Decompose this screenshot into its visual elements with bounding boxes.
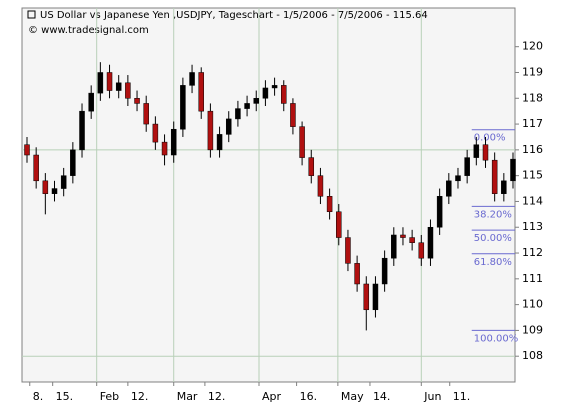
candle-body	[253, 98, 259, 104]
candle-body	[125, 82, 131, 99]
fib-label: 38.20%	[474, 209, 512, 220]
candle-body	[363, 283, 370, 311]
y-tick-label: 118	[522, 91, 543, 104]
candle-body	[161, 141, 168, 156]
candle-body	[244, 103, 250, 109]
candle-body	[225, 118, 232, 135]
y-tick-label: 116	[522, 143, 543, 156]
y-tick-label: 113	[522, 220, 543, 233]
y-tick-label: 119	[522, 65, 543, 78]
candle-body	[180, 85, 186, 130]
candle-body	[482, 144, 489, 161]
candle-body	[271, 85, 278, 89]
candle-body	[88, 92, 94, 112]
fib-label: 0.00%	[474, 133, 506, 144]
candle-body	[207, 110, 214, 151]
candle-body	[409, 237, 415, 243]
candle-body	[491, 159, 498, 194]
candle-body	[262, 87, 269, 99]
candle-body	[106, 72, 113, 91]
candle-body	[326, 196, 333, 213]
x-tick-label: 12.	[208, 390, 226, 403]
candle-body	[501, 180, 507, 194]
y-tick-label: 110	[522, 298, 543, 311]
candle-body	[42, 180, 49, 194]
candle-body	[216, 134, 223, 151]
candle-body	[391, 234, 397, 259]
candle-body	[170, 128, 177, 156]
chart-title: US Dollar vs Japanese Yen ,USDJPY, Tages…	[40, 10, 428, 21]
candle-body	[336, 211, 342, 238]
candle-body	[510, 158, 516, 182]
x-tick-label: 14.	[373, 390, 391, 403]
plot-area	[21, 7, 516, 383]
x-tick-label: Feb	[100, 390, 119, 403]
candle-body	[152, 123, 159, 143]
candle-body	[290, 103, 296, 127]
legend-icon	[27, 10, 36, 19]
candle-body	[317, 175, 324, 197]
candle-body	[464, 157, 470, 176]
x-tick-label: 8.	[33, 390, 44, 403]
chart-subtitle: © www.tradesignal.com	[28, 25, 149, 36]
candle-body	[345, 237, 351, 264]
candle-body	[418, 242, 425, 259]
candle-body	[427, 226, 434, 259]
x-tick-label: Apr	[262, 390, 282, 403]
candle-body	[134, 98, 140, 104]
x-tick-label: 16.	[300, 390, 318, 403]
candle-body	[308, 157, 315, 176]
y-tick-label: 111	[522, 272, 543, 285]
fib-label: 61.80%	[474, 257, 512, 268]
candle-body	[455, 175, 461, 182]
candle-body	[446, 180, 452, 197]
candle-body	[115, 82, 122, 91]
x-tick-label: Mar	[177, 390, 198, 403]
candle-body	[24, 144, 30, 156]
y-tick-label: 120	[522, 40, 543, 53]
candle-body	[79, 110, 85, 151]
fib-label: 100.00%	[474, 333, 519, 344]
candle-body	[51, 188, 58, 194]
x-tick-label: May	[341, 390, 364, 403]
candle-body	[189, 72, 195, 86]
x-tick-label: 12.	[131, 390, 149, 403]
candle-body	[235, 108, 241, 120]
y-tick-label: 109	[522, 323, 543, 336]
x-tick-label: 11.	[453, 390, 471, 403]
y-tick-label: 112	[522, 246, 543, 259]
fib-label: 50.00%	[474, 233, 512, 244]
candle-body	[143, 103, 149, 125]
candle-body	[400, 234, 406, 238]
candle-body	[60, 175, 67, 189]
candle-body	[354, 263, 360, 285]
candle-body	[70, 149, 76, 176]
candle-body	[97, 72, 104, 94]
y-tick-label: 115	[522, 169, 543, 182]
candle-body	[33, 154, 39, 182]
candle-body	[381, 257, 388, 285]
candle-body	[299, 126, 305, 158]
candle-body	[436, 196, 443, 228]
x-tick-label: 15.	[56, 390, 74, 403]
candle-body	[281, 85, 287, 104]
candle-body	[473, 144, 480, 158]
candle-body	[372, 283, 379, 311]
y-tick-label: 117	[522, 117, 543, 130]
candle-body	[198, 72, 204, 112]
x-tick-label: Jun	[423, 390, 441, 403]
y-tick-label: 114	[522, 194, 543, 207]
y-tick-label: 108	[522, 349, 543, 362]
